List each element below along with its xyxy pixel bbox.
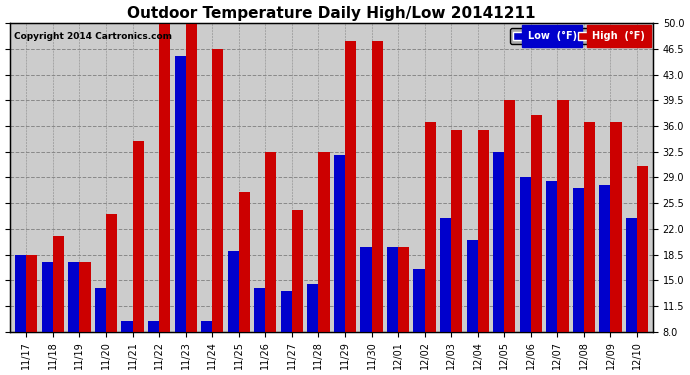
Bar (413, 269, 424, 332)
Bar (504, 100, 515, 332)
Bar (68, 262, 79, 332)
Bar (600, 185, 611, 332)
Bar (558, 100, 569, 332)
Bar (334, 155, 345, 332)
Bar (440, 218, 451, 332)
Bar (95, 288, 106, 332)
Bar (132, 141, 144, 332)
Bar (213, 49, 224, 332)
Bar (360, 247, 371, 332)
Bar (318, 152, 330, 332)
Bar (292, 210, 303, 332)
Title: Outdoor Temperature Daily High/Low 20141211: Outdoor Temperature Daily High/Low 20141… (128, 6, 536, 21)
Bar (307, 284, 318, 332)
Bar (201, 321, 213, 332)
Bar (371, 42, 383, 332)
Bar (345, 42, 356, 332)
Bar (53, 236, 64, 332)
Bar (520, 177, 531, 332)
Bar (424, 122, 436, 332)
Bar (451, 130, 462, 332)
Bar (387, 247, 398, 332)
Bar (626, 218, 637, 332)
Bar (186, 20, 197, 332)
Bar (121, 321, 132, 332)
Bar (573, 189, 584, 332)
Bar (42, 262, 53, 332)
Legend: Low  (°F), High  (°F): Low (°F), High (°F) (510, 28, 648, 44)
Bar (466, 240, 477, 332)
Bar (477, 130, 489, 332)
Bar (281, 291, 292, 332)
Bar (159, 20, 170, 332)
Bar (175, 56, 186, 332)
Bar (266, 152, 277, 332)
Bar (254, 288, 266, 332)
Bar (531, 115, 542, 332)
Bar (79, 262, 90, 332)
Bar (239, 192, 250, 332)
Bar (546, 181, 558, 332)
Bar (106, 214, 117, 332)
Bar (584, 122, 595, 332)
Bar (493, 152, 504, 332)
Bar (228, 251, 239, 332)
Bar (15, 255, 26, 332)
Text: Copyright 2014 Cartronics.com: Copyright 2014 Cartronics.com (14, 32, 172, 41)
Bar (148, 321, 159, 332)
Bar (26, 255, 37, 332)
Bar (398, 247, 409, 332)
Bar (637, 166, 648, 332)
Bar (611, 122, 622, 332)
